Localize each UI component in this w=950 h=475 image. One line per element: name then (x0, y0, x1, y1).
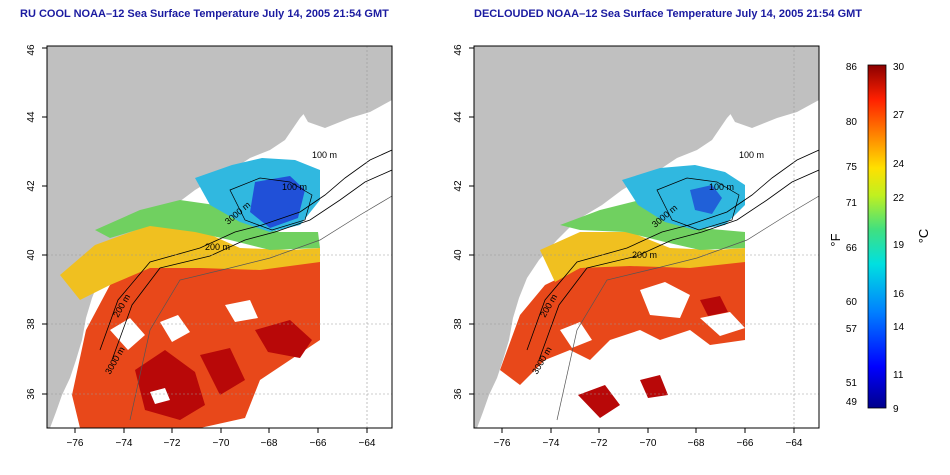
colorbar-f-ticks: 86 80 75 71 66 60 57 51 49 (846, 62, 858, 408)
f-tick-label: 51 (846, 378, 858, 389)
right-sst-hot-patches (578, 296, 728, 418)
c-tick-label: 11 (893, 370, 904, 381)
x-tick-label: −72 (164, 438, 181, 449)
y-tick-label: 44 (453, 111, 464, 123)
y-tick-label: 46 (26, 44, 37, 56)
x-tick-label: −64 (359, 438, 376, 449)
left-contour-gom (229, 177, 313, 231)
left-sst-south-warm (72, 255, 320, 428)
right-contour-gom (656, 177, 740, 231)
right-sst-yellow-band (540, 232, 745, 282)
colorbar-gradient (867, 64, 887, 409)
left-sst-hot-patches (135, 320, 312, 420)
left-contour-100m (99, 149, 392, 351)
y-tick-label: 40 (26, 249, 37, 261)
left-map-area (47, 46, 392, 428)
left-x-ticks (74, 428, 368, 433)
right-contour-100m (526, 149, 819, 351)
left-plot-frame (46, 45, 393, 429)
y-tick-label: 38 (26, 318, 37, 330)
right-contour-3000m (556, 195, 819, 421)
f-tick-label: 80 (846, 117, 858, 128)
left-contour-200m (111, 169, 392, 361)
y-tick-label: 42 (453, 180, 464, 192)
y-tick-label: 38 (453, 318, 464, 330)
x-tick-label: −72 (591, 438, 608, 449)
x-tick-label: −74 (543, 438, 560, 449)
left-map-title: RU COOL NOAA–12 Sea Surface Temperature … (20, 8, 389, 20)
left-graticule (47, 46, 392, 428)
x-tick-label: −68 (261, 438, 278, 449)
left-x-axis: −76 −74 −72 −70 −68 −66 −64 (67, 438, 376, 449)
f-tick-label: 71 (846, 198, 858, 209)
right-sst-south-warm (500, 258, 745, 385)
right-map-panel: 100 m 100 m 200 m 3000 m 200 m 3000 m −7… (453, 44, 820, 449)
right-map-title: DECLOUDED NOAA–12 Sea Surface Temperatur… (474, 8, 863, 20)
c-tick-label: 30 (893, 62, 905, 73)
y-tick-label: 40 (453, 249, 464, 261)
right-land-mass (474, 46, 819, 428)
temperature-colorbar: 86 80 75 71 66 60 57 51 49 30 27 24 22 1… (828, 62, 931, 415)
f-tick-label: 75 (846, 162, 858, 173)
f-tick-label: 66 (846, 243, 858, 254)
left-sst-yellow-band (60, 225, 320, 300)
c-tick-label: 16 (893, 289, 905, 300)
left-map-panel: 100 m 100 m 200 m 3000 m 200 m 3000 m −7… (26, 44, 393, 449)
left-y-ticks (42, 47, 47, 395)
x-tick-label: −76 (494, 438, 511, 449)
right-x-ticks (501, 428, 795, 433)
right-sst-holes (560, 282, 745, 348)
y-tick-label: 36 (26, 388, 37, 400)
x-tick-label: −68 (688, 438, 705, 449)
right-contour-label: 100 m (739, 150, 764, 160)
x-tick-label: −76 (67, 438, 84, 449)
right-x-axis: −76 −74 −72 −70 −68 −66 −64 (494, 438, 803, 449)
right-contour-label: 100 m (709, 182, 734, 192)
x-tick-label: −64 (786, 438, 803, 449)
y-tick-label: 44 (26, 111, 37, 123)
c-tick-label: 27 (893, 110, 905, 121)
left-sst-cloud-holes (110, 300, 258, 404)
left-contour-label: 200 m (205, 242, 230, 252)
right-plot-frame (473, 45, 820, 429)
right-nova-scotia (717, 58, 819, 128)
f-tick-label: 86 (846, 62, 858, 73)
right-y-axis: 36 38 40 42 44 46 (453, 44, 464, 400)
x-tick-label: −66 (310, 438, 327, 449)
right-map-area (474, 46, 819, 428)
c-tick-label: 24 (893, 159, 905, 170)
left-sst-green-band (95, 200, 320, 250)
left-nova-scotia (290, 58, 392, 128)
right-contour-label: 200 m (632, 250, 657, 260)
f-tick-label: 57 (846, 324, 858, 335)
c-tick-label: 19 (893, 240, 905, 251)
left-contour-label: 100 m (282, 182, 307, 192)
colorbar-celsius-label: °C (916, 229, 931, 244)
colorbar-c-ticks: 30 27 24 22 19 16 14 11 9 (893, 62, 905, 415)
right-sst-cool-gom (622, 165, 745, 230)
y-tick-label: 46 (453, 44, 464, 56)
right-contour-200m (538, 169, 819, 361)
c-tick-label: 22 (893, 193, 905, 204)
x-tick-label: −70 (640, 438, 657, 449)
c-tick-label: 9 (893, 404, 899, 415)
left-land-mass (47, 46, 392, 428)
f-tick-label: 60 (846, 297, 858, 308)
right-y-ticks (469, 47, 474, 395)
left-contour-label: 100 m (312, 150, 337, 160)
left-contour-3000m (129, 195, 392, 421)
x-tick-label: −74 (116, 438, 133, 449)
right-sst-green-band (560, 200, 745, 250)
c-tick-label: 14 (893, 322, 905, 333)
right-graticule (474, 46, 819, 428)
x-tick-label: −70 (213, 438, 230, 449)
x-tick-label: −66 (737, 438, 754, 449)
f-tick-label: 49 (846, 397, 858, 408)
y-tick-label: 42 (26, 180, 37, 192)
colorbar-fahrenheit-label: °F (828, 233, 843, 246)
right-sst-cold-core (690, 185, 722, 214)
left-y-axis: 36 38 40 42 44 46 (26, 44, 37, 400)
y-tick-label: 36 (453, 388, 464, 400)
